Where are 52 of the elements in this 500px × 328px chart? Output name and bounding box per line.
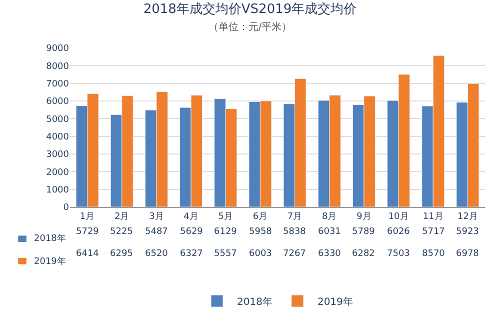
data-label: 6026: [387, 227, 410, 237]
data-label: 6414: [76, 249, 100, 259]
x-tick-label: 9月: [356, 212, 372, 222]
y-tick-label: 7000: [46, 79, 70, 90]
data-label: 5487: [145, 227, 168, 237]
x-tick-label: 3月: [149, 212, 164, 222]
x-tick-label: 12月: [457, 212, 478, 222]
x-tick-label: 6月: [252, 212, 268, 222]
data-label: 6978: [456, 249, 480, 259]
x-tick-label: 5月: [218, 212, 233, 222]
legend-label: 2019年: [34, 256, 66, 267]
x-tick-label: 8月: [322, 212, 337, 222]
data-label: 5729: [76, 227, 100, 237]
data-label: 5838: [283, 227, 306, 237]
y-tick-label: 4000: [46, 132, 70, 142]
data-label: 6295: [110, 249, 133, 259]
x-tick-label: 11月: [422, 212, 444, 222]
y-tick-label: 3000: [46, 150, 70, 160]
x-tick-label: 4月: [184, 212, 198, 222]
data-label: 5958: [249, 227, 272, 237]
x-tick-label: 7月: [287, 212, 302, 222]
data-label: 5629: [180, 227, 204, 237]
data-label: 5789: [352, 227, 376, 237]
chart-subtitle: （单位：元/平米）: [208, 21, 292, 34]
x-tick-label: 2月: [114, 212, 130, 222]
data-label: 6330: [318, 249, 342, 259]
data-label: 6520: [145, 249, 168, 259]
y-tick-label: 8000: [46, 62, 70, 72]
data-label: 6031: [318, 227, 341, 237]
data-label: 6282: [352, 249, 375, 259]
x-tick-label: 10月: [388, 212, 409, 222]
data-label: 6327: [180, 249, 203, 259]
y-tick-label: 2000: [46, 168, 70, 178]
data-label: 7267: [283, 249, 306, 259]
data-label: 5923: [456, 227, 479, 237]
y-tick-label: 5000: [46, 114, 70, 125]
data-label: 8570: [422, 249, 446, 259]
data-label: 6129: [214, 227, 238, 237]
data-label: 7503: [387, 249, 410, 259]
data-label: 5225: [110, 227, 133, 237]
text: 2018年: [237, 296, 272, 308]
x-tick-label: 1月: [80, 212, 95, 222]
data-label: 6003: [249, 249, 272, 259]
y-tick-label: 0: [63, 203, 70, 214]
data-label: 5557: [214, 249, 237, 259]
text: 2019年: [317, 296, 353, 308]
y-tick-label: 6000: [46, 97, 70, 108]
chart-title: 2018年成交均价VS2019年成交均价: [143, 1, 357, 18]
legend-label: 2018年: [34, 233, 66, 244]
y-tick-label: 9000: [46, 44, 70, 54]
data-label: 5717: [422, 227, 445, 237]
y-tick-label: 1000: [46, 185, 70, 196]
